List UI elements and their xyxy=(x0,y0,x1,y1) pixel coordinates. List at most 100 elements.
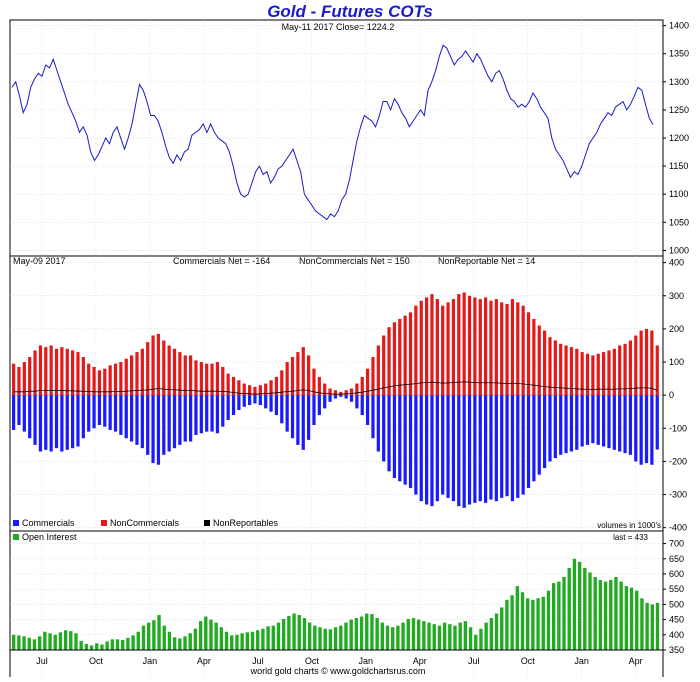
open-interest-bar xyxy=(115,639,120,650)
x-tick-label: Oct xyxy=(521,656,536,666)
noncommercials-bar xyxy=(355,383,359,396)
cot-tick-label: 200 xyxy=(669,324,684,334)
noncommercials-bar xyxy=(462,292,466,396)
open-interest-bar xyxy=(526,598,530,650)
open-interest-bar xyxy=(365,613,369,650)
price-tick-label: 1150 xyxy=(669,161,688,171)
open-interest-bar xyxy=(375,618,379,650)
noncommercials-bar xyxy=(339,391,343,396)
noncommercials-bar xyxy=(258,385,262,396)
commercials-bar xyxy=(199,395,203,434)
noncommercials-bar xyxy=(172,348,177,396)
commercials-bar xyxy=(639,395,643,465)
x-tick-label: Jul xyxy=(468,656,480,666)
commercials-bar xyxy=(135,395,139,445)
commercials-bar xyxy=(301,395,305,450)
open-interest-bar xyxy=(385,625,390,650)
commercials-bar xyxy=(323,395,327,409)
open-interest-bar xyxy=(172,637,177,650)
commercials-bar xyxy=(446,395,450,498)
noncommercials-bar xyxy=(467,295,472,396)
open-interest-bar xyxy=(43,631,47,650)
price-panel: May-11 2017 Close= 1224.2 1000 1050 1100 11… xyxy=(9,19,689,257)
x-tick-label: Jan xyxy=(574,656,589,666)
noncommercials-bar xyxy=(441,305,445,396)
open-interest-bar xyxy=(32,639,37,650)
price-tick-label: 1000 xyxy=(669,245,689,255)
noncommercials-bar xyxy=(623,343,627,396)
oi-tick-label: 650 xyxy=(669,554,684,564)
noncommercials-bar xyxy=(156,333,161,396)
commercials-bar xyxy=(312,395,316,425)
open-interest-bar xyxy=(593,577,597,650)
open-interest-bar xyxy=(474,634,478,650)
commercials-bar xyxy=(317,395,321,416)
price-y-ticks: 1000 1050 1100 1150 1200 1250 1300 1350 1400 xyxy=(663,21,689,255)
commercials-bar xyxy=(618,395,622,452)
cot-tick-label: 0 xyxy=(669,390,674,400)
commercials-bar xyxy=(194,395,198,435)
commercials-bar xyxy=(226,395,230,421)
price-panel-header: May-11 2017 Close= 1224.2 xyxy=(282,22,395,32)
noncommercials-bar xyxy=(296,352,300,396)
noncommercials-bar xyxy=(451,299,456,396)
noncommercials-bar xyxy=(489,300,493,396)
noncommercials-bar xyxy=(344,390,348,396)
open-interest-bar xyxy=(276,622,281,650)
open-interest-bar xyxy=(453,625,457,650)
commercials-bar xyxy=(33,395,37,445)
open-interest-bar xyxy=(354,618,359,650)
open-interest-bar xyxy=(328,629,333,650)
noncommercials-bar xyxy=(435,299,439,396)
commercials-bar xyxy=(414,395,418,495)
oi-legend-swatch xyxy=(13,534,19,540)
noncommercials-bar xyxy=(87,363,91,396)
oi-tick-label: 350 xyxy=(669,645,684,655)
noncommercials-bar xyxy=(602,352,606,396)
noncommercials-bar xyxy=(130,355,134,396)
open-interest-bar xyxy=(577,561,582,650)
noncommercials-bar xyxy=(17,366,21,396)
cot-tick-label: -400 xyxy=(669,523,687,533)
open-interest-bar xyxy=(53,634,57,650)
noncommercials-bar xyxy=(553,340,557,396)
commercials-bar xyxy=(403,395,407,485)
noncommercials-bar xyxy=(49,345,53,396)
noncommercials-bar xyxy=(425,297,429,396)
commercials-bar xyxy=(596,395,600,445)
open-interest-bar xyxy=(63,630,68,650)
open-interest-bar xyxy=(266,626,270,650)
commercials-bar xyxy=(81,395,85,439)
price-tick-label: 1400 xyxy=(669,21,689,31)
noncommercials-bar xyxy=(92,366,96,396)
open-interest-bar xyxy=(484,622,488,650)
commercials-net-label: Commercials Net = -164 xyxy=(173,256,270,266)
noncommercials-bar xyxy=(178,352,182,396)
commercials-bar xyxy=(430,395,434,507)
commercials-bar xyxy=(387,395,391,472)
noncommercials-bar xyxy=(548,337,552,396)
commercials-bar xyxy=(462,395,466,508)
open-interest-bar xyxy=(437,625,442,650)
noncommercials-bar xyxy=(500,302,504,396)
commercials-bar xyxy=(22,395,26,432)
noncommercials-bar xyxy=(140,348,144,396)
open-interest-bar xyxy=(224,631,229,650)
open-interest-bar xyxy=(27,637,31,650)
commercials-bar xyxy=(274,395,279,416)
noncommercials-bar xyxy=(22,362,26,396)
open-interest-bar xyxy=(500,607,504,650)
noncommercials-bar xyxy=(113,363,118,396)
nonreportables-line xyxy=(13,381,658,395)
open-interest-bar xyxy=(463,621,468,650)
commercials-bar xyxy=(371,395,375,439)
noncommercials-bar xyxy=(430,294,434,396)
open-interest-bar xyxy=(479,628,483,650)
noncommercials-bar xyxy=(328,388,332,396)
commercials-bar xyxy=(355,395,359,409)
commercials-bar xyxy=(473,395,477,503)
open-interest-bar xyxy=(121,639,125,650)
noncommercials-bar xyxy=(189,355,193,396)
noncommercials-bar xyxy=(559,343,563,396)
